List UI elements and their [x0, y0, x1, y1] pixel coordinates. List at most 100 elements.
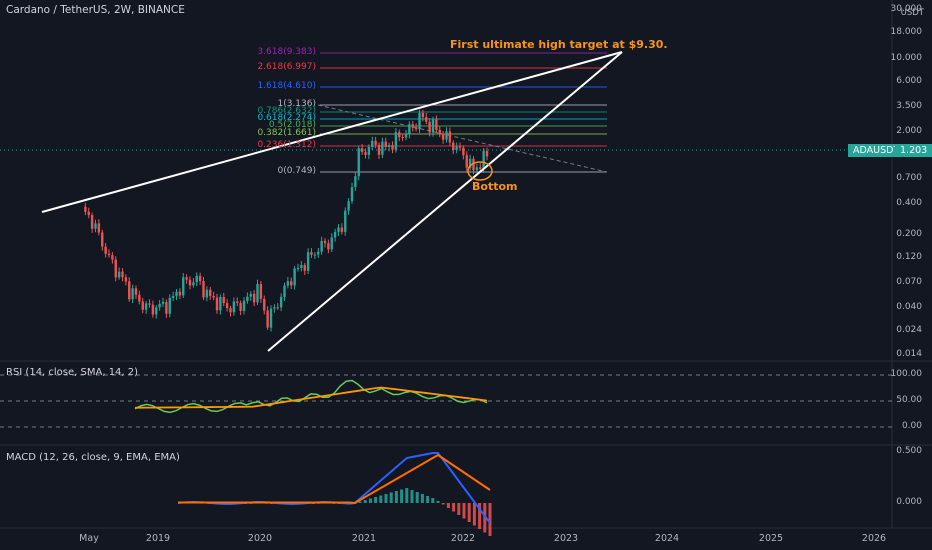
bottom-annotation: Bottom: [472, 180, 518, 193]
macd-histogram-bar: [415, 492, 419, 503]
candle-body: [374, 140, 377, 145]
candle-body: [296, 268, 300, 270]
upper-trendline: [41, 51, 623, 213]
candle-body: [192, 282, 195, 286]
fib-level-label: 0.786(2.632): [257, 106, 316, 116]
candle-body: [225, 303, 229, 309]
time-tick: 2019: [145, 533, 171, 544]
candle-body: [266, 310, 269, 328]
candle-body: [303, 265, 306, 271]
candle-body: [313, 254, 317, 256]
macd-histogram-bar: [478, 503, 482, 529]
candle-body: [175, 291, 178, 296]
candle-body: [131, 288, 134, 300]
candle-body: [215, 297, 219, 311]
candle-body: [320, 240, 323, 252]
candle-body: [337, 227, 340, 232]
macd-histogram-bar: [426, 496, 430, 503]
macd-histogram-bar: [446, 503, 450, 508]
candle-body: [290, 281, 293, 286]
rsi-tick: 50.00: [896, 395, 922, 405]
candle-body: [94, 223, 97, 229]
candle-body: [344, 210, 347, 232]
lower-trendline: [267, 51, 623, 352]
candle-body: [435, 119, 438, 130]
rsi-title[interactable]: RSI (14, close, SMA, 14, 2): [6, 367, 139, 378]
fib-level-label: 1(3.136): [277, 99, 316, 109]
rsi-tick: 0.00: [901, 421, 922, 431]
time-tick: May: [79, 533, 99, 544]
candle-body: [148, 303, 151, 305]
symbol-title[interactable]: Cardano / TetherUS, 2W, BINANCE: [6, 4, 185, 16]
macd-histogram-bar: [431, 498, 435, 503]
macd-histogram-bar: [410, 490, 414, 503]
candle-body: [462, 147, 465, 156]
macd-histogram-bar: [374, 497, 378, 503]
candle-body: [347, 201, 350, 211]
macd-tick: 0.500: [896, 446, 922, 456]
time-tick: 2024: [654, 533, 680, 544]
time-tick: 2026: [861, 533, 887, 544]
candle-body: [485, 151, 489, 157]
price-tick: 6.000: [896, 76, 922, 87]
candle-body: [394, 132, 398, 150]
candle-body: [168, 297, 171, 314]
candle-body: [178, 291, 182, 296]
candle-body: [458, 146, 462, 148]
price-tick: 0.700: [896, 173, 922, 184]
macd-histogram-bar: [379, 495, 383, 503]
target-annotation: First ultimate high target at $9.30.: [450, 38, 668, 51]
candle-body: [232, 301, 236, 313]
candle-body: [104, 246, 107, 254]
candle-body: [482, 151, 485, 169]
candle-body: [360, 148, 364, 153]
price-tick: 18.000: [890, 26, 923, 37]
candle-body: [144, 303, 148, 310]
macd-histogram-bar: [394, 491, 398, 503]
time-tick: 2021: [351, 533, 377, 544]
candle-body: [428, 121, 431, 133]
time-tick: 2022: [450, 533, 476, 544]
candle-body: [414, 127, 418, 130]
candle-body: [239, 302, 242, 311]
fib-level-label: 3.618(9.383): [257, 47, 316, 57]
macd-histogram-bar: [400, 489, 404, 503]
candle-body: [165, 301, 168, 314]
candle-body: [273, 307, 276, 309]
candle-body: [263, 298, 266, 311]
candle-body: [87, 211, 90, 216]
candle-body: [333, 231, 337, 238]
time-tick: 2025: [758, 533, 784, 544]
macd-histogram-bar: [436, 501, 440, 503]
candle-body: [340, 227, 344, 232]
candle-body: [236, 301, 239, 303]
candle-body: [90, 215, 94, 229]
time-tick: 2020: [247, 533, 273, 544]
candle-body: [138, 294, 141, 302]
symbol-tag: ADAUSDT: [848, 144, 905, 157]
macd-histogram-bar: [488, 503, 492, 536]
fib-level-label: 0.618(2.274): [257, 113, 316, 123]
candle-body: [279, 296, 283, 308]
candle-body: [425, 117, 428, 122]
macd-title[interactable]: MACD (12, 26, close, 9, EMA, EMA): [6, 452, 180, 463]
fib-level-label: 0(0.749): [277, 166, 316, 176]
candle-body: [195, 275, 198, 283]
candle-body: [97, 223, 101, 233]
macd-histogram-bar: [467, 503, 471, 522]
candle-body: [141, 301, 144, 310]
candle-body: [158, 303, 161, 308]
rsi-ma-line: [134, 386, 488, 409]
macd-histogram-bar: [457, 503, 461, 515]
candle-body: [151, 304, 155, 315]
candle-body: [387, 145, 391, 147]
candle-body: [128, 281, 131, 300]
candle-body: [401, 137, 404, 139]
candle-body: [188, 279, 192, 286]
macd-histogram-bar: [452, 503, 456, 512]
candle-body: [384, 141, 387, 147]
candle-body: [381, 141, 384, 155]
candle-body: [438, 129, 441, 134]
candle-body: [202, 281, 205, 298]
